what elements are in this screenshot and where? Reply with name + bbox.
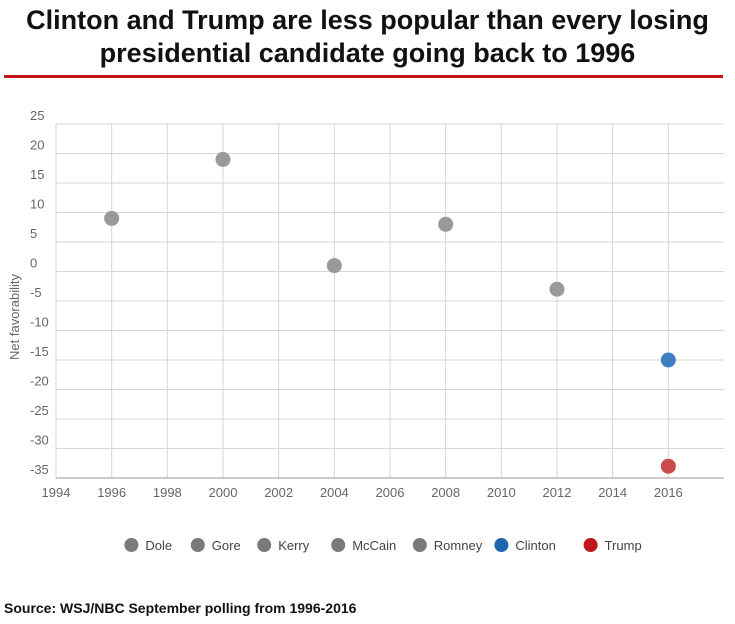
y-tick-label: 20 xyxy=(30,138,44,153)
x-tick-label: 1996 xyxy=(97,485,126,500)
data-point-mccain xyxy=(438,216,454,232)
data-point-trump xyxy=(660,458,676,474)
legend-swatch-gore xyxy=(190,538,205,552)
x-tick-label: 2008 xyxy=(431,485,460,500)
y-tick-label: -10 xyxy=(30,315,49,330)
legend-swatch-trump xyxy=(583,538,598,552)
y-tick-label: -5 xyxy=(30,285,42,300)
y-tick-label: -35 xyxy=(30,462,49,477)
data-point-dole xyxy=(104,210,120,226)
x-tick-label: 2006 xyxy=(376,485,405,500)
y-tick-label: -30 xyxy=(30,433,49,448)
x-tick-label: 2012 xyxy=(543,485,572,500)
title-divider xyxy=(4,75,723,78)
x-tick-label: 2014 xyxy=(598,485,627,500)
y-tick-label: 5 xyxy=(30,226,37,241)
data-point-kerry xyxy=(326,258,342,274)
legend-label-dole: Dole xyxy=(145,538,172,553)
legend-swatch-romney xyxy=(412,538,427,552)
y-tick-label: -20 xyxy=(30,374,49,389)
x-tick-label: 2000 xyxy=(209,485,238,500)
x-tick-label: 2016 xyxy=(654,485,683,500)
title-line-2: presidential candidate going back to 199… xyxy=(99,38,636,68)
legend-swatch-clinton xyxy=(494,538,509,552)
y-tick-label: 15 xyxy=(30,167,44,182)
legend-label-gore: Gore xyxy=(212,538,241,553)
data-point-romney xyxy=(549,281,565,297)
x-tick-label: 2002 xyxy=(264,485,293,500)
y-tick-label: -15 xyxy=(30,344,49,359)
x-tick-label: 2010 xyxy=(487,485,516,500)
x-tick-label: 1994 xyxy=(42,485,71,500)
legend-swatch-kerry xyxy=(257,538,272,552)
legend-label-mccain: McCain xyxy=(352,538,396,553)
y-tick-label: 10 xyxy=(30,197,44,212)
x-tick-label: 2004 xyxy=(320,485,349,500)
y-axis-title: Net favorability xyxy=(7,274,22,360)
page-title: Clinton and Trump are less popular than … xyxy=(0,4,735,70)
data-point-gore xyxy=(215,151,231,167)
y-tick-label: 25 xyxy=(30,108,44,123)
data-point-clinton xyxy=(660,352,676,368)
legend-label-trump: Trump xyxy=(605,538,642,553)
scatter-chart: 25 20 15 10 5 0 -5 -10 -15 -20 -25 -30 -35 1994 1996 19… xyxy=(7,108,724,553)
y-tick-label: 0 xyxy=(30,256,37,271)
legend-label-clinton: Clinton xyxy=(515,538,555,553)
legend-swatch-dole xyxy=(124,538,139,552)
legend-label-romney: Romney xyxy=(434,538,483,553)
title-line-1: Clinton and Trump are less popular than … xyxy=(26,5,709,35)
x-tick-label: 1998 xyxy=(153,485,182,500)
legend-swatch-mccain xyxy=(331,538,346,552)
source-note: Source: WSJ/NBC September polling from 1… xyxy=(4,600,357,616)
legend-label-kerry: Kerry xyxy=(278,538,310,553)
y-tick-label: -25 xyxy=(30,403,49,418)
